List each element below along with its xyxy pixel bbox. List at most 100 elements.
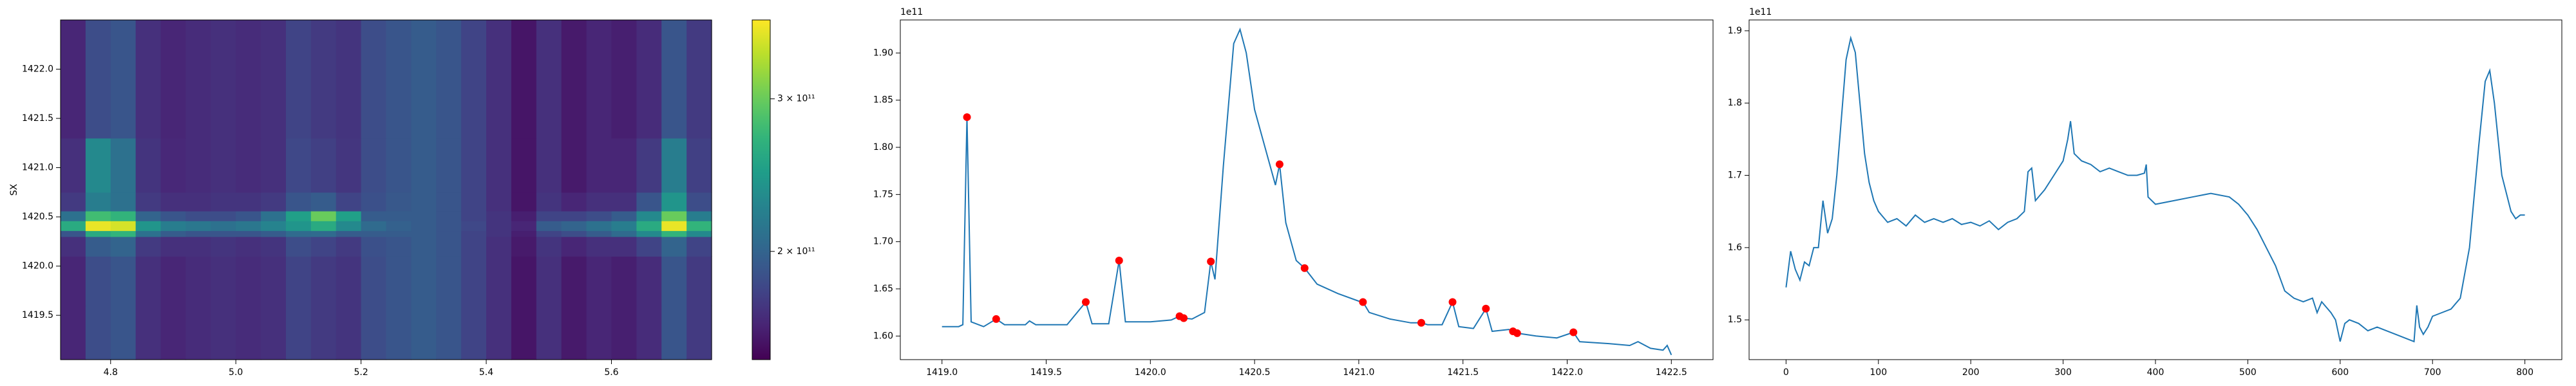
heatmap-cell	[336, 230, 362, 237]
peak-marker	[1359, 298, 1367, 306]
heatmap-cell	[310, 221, 337, 232]
heatmap-cell	[135, 221, 162, 232]
heatmap-cell	[511, 230, 537, 237]
heatmap-cell	[636, 221, 662, 232]
x-tick-label: 600	[2331, 367, 2349, 378]
heatmap-cell	[486, 20, 512, 139]
heatmap-cell	[310, 236, 337, 257]
x-tick-label: 1420.5	[1239, 367, 1271, 378]
heatmap-cell	[611, 305, 637, 360]
heatmap-cell	[135, 192, 162, 212]
colorbar	[752, 20, 770, 360]
heatmap-cell	[236, 236, 261, 257]
heatmap-cell	[310, 192, 337, 212]
heatmap-cell	[636, 230, 662, 237]
heatmap-cell	[85, 20, 111, 139]
x-tick-label: 0	[1783, 367, 1789, 378]
x-tick-label: 4.8	[104, 367, 118, 378]
heatmap-cell	[386, 221, 412, 232]
heatmap-cell	[586, 305, 612, 360]
peak-marker	[963, 113, 971, 122]
heatmap-cell	[687, 221, 712, 232]
y-tick-label: 1.80	[873, 142, 893, 152]
heatmap-cell	[236, 305, 261, 360]
heatmap-cell	[236, 138, 261, 193]
heatmap-cell	[687, 236, 712, 257]
heatmap-cell	[85, 256, 111, 306]
x-tick-label: 400	[2147, 367, 2164, 378]
heatmap-cell	[285, 221, 312, 232]
peak-marker	[1569, 328, 1578, 336]
heatmap-cell	[611, 230, 637, 237]
heatmap-cell	[536, 305, 562, 360]
heatmap-cell	[110, 210, 137, 221]
heatmap-cell	[411, 138, 437, 193]
heatmap-cell	[310, 138, 337, 193]
heatmap-cell	[486, 221, 512, 232]
heatmap-cell	[310, 256, 337, 306]
heatmap-cell	[436, 305, 462, 360]
heatmap-cell	[135, 236, 162, 257]
heatmap-cell	[160, 236, 187, 257]
y-tick-label: 1.8	[1728, 98, 1742, 108]
heatmap-cell	[511, 192, 537, 212]
axes-frame	[900, 19, 1714, 360]
peak-marker	[1207, 257, 1215, 266]
heatmap-cell	[336, 210, 362, 221]
heatmap-cell	[61, 305, 86, 360]
heatmap-cell	[687, 256, 712, 306]
y-tick-label: 1422.0	[22, 64, 53, 75]
heatmap-cell	[636, 20, 662, 139]
y-tick-label: 1.70	[873, 237, 893, 247]
heatmap-cell	[185, 230, 211, 237]
heatmap-cell	[561, 230, 587, 237]
x-tick-label: 5.2	[354, 367, 368, 378]
heatmap-cell	[285, 210, 312, 221]
y-tick-label: 1.75	[873, 189, 893, 199]
heatmap-cell	[386, 256, 412, 306]
x-tick-label: 1421.0	[1343, 367, 1374, 378]
heatmap-cell	[461, 256, 487, 306]
heatmap-cell	[636, 256, 662, 306]
y-axis-label: SX	[9, 183, 19, 196]
heatmap-cell	[310, 210, 337, 221]
heatmap-cell	[536, 221, 562, 232]
heatmap-cell	[511, 138, 537, 193]
peak-marker	[1482, 304, 1490, 313]
y-tick-label: 1.6	[1728, 243, 1742, 253]
heatmap-cell	[61, 230, 86, 237]
heatmap-cell	[285, 256, 312, 306]
heatmap-cell	[135, 305, 162, 360]
heatmap-cell	[636, 236, 662, 257]
heatmap-cell	[261, 236, 287, 257]
x-tick-label: 800	[2516, 367, 2533, 378]
heatmap-cell	[285, 20, 312, 139]
heatmap-cell	[511, 256, 537, 306]
heatmap-cell	[561, 20, 587, 139]
heatmap-cell	[236, 210, 261, 221]
data-line	[1785, 35, 2525, 343]
heatmap-cell	[436, 138, 462, 193]
heatmap-cell	[611, 236, 637, 257]
x-tick-label: 500	[2239, 367, 2257, 378]
heatmap-cell	[310, 20, 337, 139]
x-tick-label: 1419.5	[1030, 367, 1062, 378]
x-tick-label: 1420.0	[1135, 367, 1166, 378]
heatmap-cell	[236, 221, 261, 232]
heatmap-cell	[561, 236, 587, 257]
heatmap-cell	[561, 210, 587, 221]
heatmap-cell	[436, 192, 462, 212]
heatmap-cell	[411, 221, 437, 232]
heatmap-cell	[687, 230, 712, 237]
heatmap-cell	[586, 20, 612, 139]
heatmap-cell	[661, 305, 687, 360]
heatmap-cell	[211, 256, 236, 306]
heatmap-cell	[586, 192, 612, 212]
peak-marker	[992, 315, 1000, 323]
heatmap-cell	[411, 192, 437, 212]
heatmap-cell	[436, 221, 462, 232]
heatmap-cell	[211, 192, 236, 212]
x-tick-label: 200	[1962, 367, 1980, 378]
heatmap-cell	[310, 305, 337, 360]
heatmap-cell	[285, 192, 312, 212]
